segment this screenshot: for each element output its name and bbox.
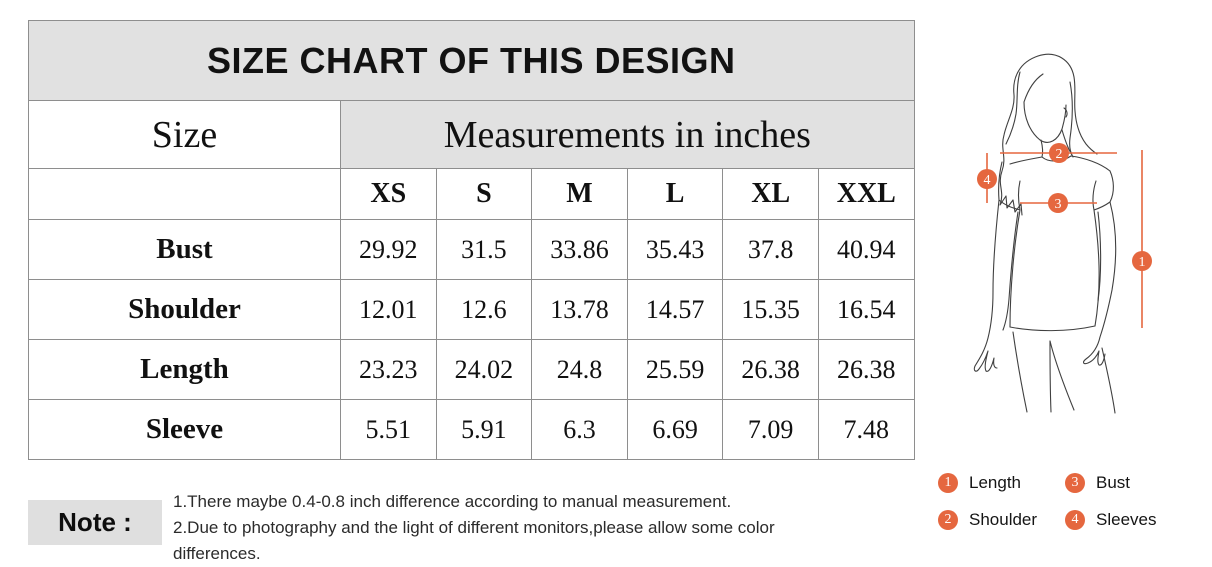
size-label-xl: XL (722, 168, 819, 220)
cell-value: 37.8 (722, 219, 819, 280)
legend-item-length: 1 Length (938, 473, 1065, 493)
marker-3-number: 3 (1055, 197, 1062, 212)
page-title: SIZE CHART OF THIS DESIGN (28, 20, 915, 101)
legend-item-sleeves: 4 Sleeves (1065, 510, 1198, 530)
cell-value: 15.35 (722, 279, 819, 340)
size-label-xs: XS (340, 168, 437, 220)
note-text: 1.There maybe 0.4-0.8 inch difference ac… (173, 489, 853, 567)
cell-value: 26.38 (817, 339, 915, 400)
cell-value: 25.59 (626, 339, 724, 400)
cell-value: 35.43 (626, 219, 724, 280)
row-label-shoulder: Shoulder (28, 279, 341, 340)
legend-badge-3: 3 (1065, 473, 1085, 493)
marker-4-number: 4 (984, 173, 991, 188)
cell-value: 5.91 (435, 399, 533, 460)
size-label-s: S (435, 168, 533, 220)
cell-value: 12.01 (340, 279, 437, 340)
measurement-legend: 1 Length 3 Bust 2 Shoulder 4 Sleeves (938, 473, 1198, 530)
cell-value: 13.78 (531, 279, 628, 340)
table-row-sleeve: Sleeve 5.51 5.91 6.3 6.69 7.09 7.48 (28, 399, 915, 460)
size-label-xxl: XXL (817, 168, 915, 220)
table-title-row: SIZE CHART OF THIS DESIGN (28, 20, 915, 101)
legend-label-bust: Bust (1096, 473, 1131, 492)
size-label-m: M (531, 168, 628, 220)
marker-2-shoulder (1049, 143, 1069, 163)
cell-value: 7.09 (722, 399, 819, 460)
size-column-header: Size (28, 100, 341, 169)
table-row-shoulder: Shoulder 12.01 12.6 13.78 14.57 15.35 16… (28, 279, 915, 340)
cell-value: 5.51 (340, 399, 437, 460)
legend-badge-1: 1 (938, 473, 958, 493)
row-label-bust: Bust (28, 219, 341, 280)
legend-badge-4: 4 (1065, 510, 1085, 530)
cell-value: 33.86 (531, 219, 628, 280)
marker-4-sleeve (977, 169, 997, 189)
note-line-1: 1.There maybe 0.4-0.8 inch difference ac… (173, 492, 732, 511)
woman-sketch-illustration: 2 4 3 1 (973, 53, 1152, 414)
cell-value: 26.38 (722, 339, 819, 400)
legend-label-shoulder: Shoulder (969, 510, 1038, 529)
legend-item-bust: 3 Bust (1065, 473, 1198, 493)
table-head-row: Size Measurements in inches (28, 100, 915, 169)
cell-value: 23.23 (340, 339, 437, 400)
row-label-length: Length (28, 339, 341, 400)
note-label: Note : (28, 500, 162, 545)
measurement-figure: 2 4 3 1 (950, 10, 1200, 470)
size-labels-row: XS S M L XL XXL (28, 168, 915, 220)
marker-2-number: 2 (1056, 147, 1063, 162)
cell-value: 6.69 (626, 399, 724, 460)
cell-value: 6.3 (531, 399, 628, 460)
cell-value: 31.5 (435, 219, 533, 280)
marker-1-length (1132, 251, 1152, 271)
note-line-2: 2.Due to photography and the light of di… (173, 518, 775, 563)
cell-value: 14.57 (626, 279, 724, 340)
measurements-header: Measurements in inches (340, 100, 915, 169)
table-row-bust: Bust 29.92 31.5 33.86 35.43 37.8 40.94 (28, 219, 915, 280)
size-chart-table: SIZE CHART OF THIS DESIGN Size Measureme… (28, 20, 915, 460)
cell-value: 29.92 (340, 219, 437, 280)
cell-value: 24.02 (435, 339, 533, 400)
cell-value: 40.94 (817, 219, 915, 280)
legend-item-shoulder: 2 Shoulder (938, 510, 1065, 530)
cell-value: 7.48 (817, 399, 915, 460)
empty-cell (28, 168, 341, 220)
legend-label-length: Length (969, 473, 1021, 492)
marker-1-number: 1 (1139, 255, 1146, 270)
size-label-l: L (626, 168, 724, 220)
legend-label-sleeves: Sleeves (1096, 510, 1157, 529)
cell-value: 12.6 (435, 279, 533, 340)
table-row-length: Length 23.23 24.02 24.8 25.59 26.38 26.3… (28, 339, 915, 400)
legend-badge-2: 2 (938, 510, 958, 530)
marker-3-bust (1048, 193, 1068, 213)
cell-value: 24.8 (531, 339, 628, 400)
row-label-sleeve: Sleeve (28, 399, 341, 460)
cell-value: 16.54 (817, 279, 915, 340)
